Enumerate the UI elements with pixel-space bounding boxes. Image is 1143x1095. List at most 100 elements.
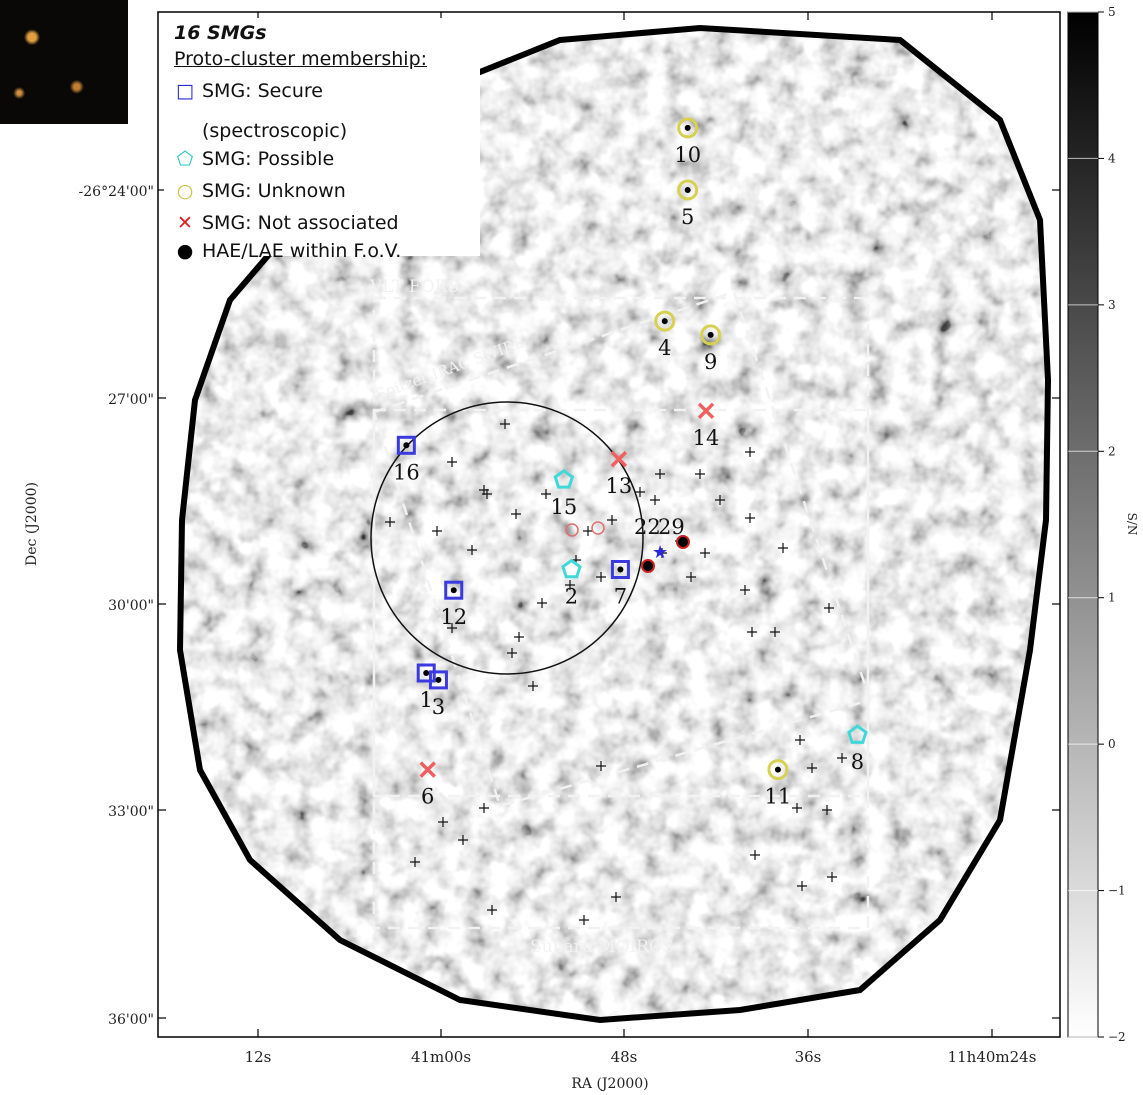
plus-marker xyxy=(565,580,575,590)
extra-label-29: 29 xyxy=(658,515,685,539)
dot-icon: ● xyxy=(176,240,194,262)
plus-marker xyxy=(596,761,606,771)
hae-lae-dot xyxy=(676,535,690,549)
y-tick-labels: -26°24'00" 27'00" 30'00" 33'00" 36'00" xyxy=(79,184,154,1028)
colorbar-tick-label: 3 xyxy=(1108,298,1116,312)
plus-marker xyxy=(479,485,489,495)
colorbar-tick-label: 5 xyxy=(1108,5,1116,19)
smg-center-dot xyxy=(684,124,691,131)
x-tick-label: 36s xyxy=(795,1048,822,1066)
plus-marker xyxy=(611,892,621,902)
y-axis-label: Dec (J2000) xyxy=(24,482,40,566)
plus-marker xyxy=(715,495,725,505)
plus-marker xyxy=(655,469,665,479)
plus-marker xyxy=(385,517,395,527)
legend-entry-secure: □ SMG: Secure xyxy=(174,80,323,102)
legend: 16 SMGs Proto-cluster membership: □ SMG: … xyxy=(164,18,480,262)
smg-id-label: 9 xyxy=(704,350,717,374)
fov-outline xyxy=(176,24,1052,1024)
legend-entry-unknown: ○ SMG: Unknown xyxy=(174,180,346,202)
legend-subtitle: Proto-cluster membership: xyxy=(174,48,428,70)
colorbar-label: S/N xyxy=(1125,513,1139,536)
hae-lae-dot xyxy=(641,559,655,573)
protocluster-circle xyxy=(370,401,644,675)
legend-label: SMG: Possible xyxy=(202,148,335,170)
smg-unknown-marker xyxy=(700,324,722,346)
smg-id-label: 5 xyxy=(681,205,694,229)
plus-marker xyxy=(635,487,645,497)
hae-lae-dot xyxy=(591,521,605,535)
cross-icon: ✕ xyxy=(177,212,193,234)
plus-marker xyxy=(607,515,617,525)
smg-center-dot xyxy=(684,187,691,193)
legend-title: 16 SMGs xyxy=(174,22,267,44)
colorbar xyxy=(1067,11,1099,1038)
smg-secure-marker xyxy=(396,435,416,455)
plus-marker xyxy=(686,572,696,582)
smg-id-label: 10 xyxy=(674,143,701,167)
legend-label: HAE/LAE within F.o.V. xyxy=(202,240,402,262)
smg-center-dot xyxy=(707,331,714,338)
circle-icon: ○ xyxy=(176,180,194,202)
galaxy-thumbnail-image xyxy=(0,0,128,124)
plus-marker xyxy=(514,632,524,642)
smg-id-label: 15 xyxy=(550,495,577,519)
field-label-subaru: Subaru MOIRCS xyxy=(530,937,674,957)
colorbar-tick-label: −2 xyxy=(1108,1030,1126,1044)
smg-not-associated-marker xyxy=(419,761,436,778)
plus-marker xyxy=(747,627,757,637)
plus-marker xyxy=(438,817,448,827)
plus-marker xyxy=(792,803,802,813)
smg-center-dot xyxy=(403,442,410,449)
smg-id-label: 16 xyxy=(393,460,420,484)
extra-label-22: 22 xyxy=(634,515,661,539)
smg-secure-marker xyxy=(444,580,464,600)
smg-secure-marker xyxy=(428,670,448,690)
hae-lae-dot xyxy=(565,523,579,537)
y-tick-label: 33'00" xyxy=(108,804,154,820)
pentagon-icon: ⬠ xyxy=(176,148,194,170)
smg-id-label: 14 xyxy=(693,426,720,450)
smg-center-dot xyxy=(617,566,624,573)
plus-marker xyxy=(778,543,788,553)
y-tick-label: 36'00" xyxy=(108,1012,154,1028)
smg-id-label: 12 xyxy=(440,605,467,629)
smg-unknown-marker xyxy=(654,310,676,332)
x-tick-labels: 12s 41m00s 48s 36s 11h40m24s xyxy=(245,1048,1037,1066)
x-axis-label: RA (J2000) xyxy=(571,1076,648,1092)
plus-marker xyxy=(487,905,497,915)
legend-label: SMG: Unknown xyxy=(202,180,346,202)
hae-lae-markers: ★ xyxy=(565,521,690,573)
smg-id-label: 6 xyxy=(421,785,434,809)
smg-id-label: 2 xyxy=(565,585,578,609)
colorbar-tick-label: 1 xyxy=(1108,591,1116,605)
x-tick-label: 41m00s xyxy=(411,1048,471,1066)
smg-center-dot xyxy=(435,676,442,683)
catalog-plus-markers xyxy=(385,419,847,925)
smg-id-label: 11 xyxy=(765,785,792,809)
legend-entry-not-associated: ✕ SMG: Not associated xyxy=(174,212,399,234)
smg-id-label: 4 xyxy=(658,336,671,360)
smg-id-label: 8 xyxy=(851,750,864,774)
smg-id-label: 3 xyxy=(432,695,445,719)
plus-marker xyxy=(750,850,760,860)
axis-ticks xyxy=(158,12,1060,1037)
smg-id-label: 1 xyxy=(420,688,433,712)
colorbar-ticks: 5 4 3 2 1 0 −1 −2 xyxy=(1068,5,1126,1044)
plot-border xyxy=(157,11,1061,1038)
plus-marker xyxy=(541,489,551,499)
legend-secure-note: (spectroscopic) xyxy=(202,120,348,142)
plus-marker xyxy=(583,526,593,536)
plus-marker xyxy=(458,835,468,845)
y-tick-label: 27'00" xyxy=(108,392,154,408)
smg-not-associated-marker xyxy=(697,402,715,420)
plus-marker xyxy=(650,495,660,505)
field-label-vlt: VLT FORS xyxy=(369,277,459,297)
plus-marker xyxy=(827,872,837,882)
square-icon: □ xyxy=(176,80,194,102)
plus-marker xyxy=(447,457,457,467)
x-tick-label: 12s xyxy=(245,1048,272,1066)
plus-marker xyxy=(745,447,755,457)
spitzer-irac-footprint xyxy=(372,290,872,808)
